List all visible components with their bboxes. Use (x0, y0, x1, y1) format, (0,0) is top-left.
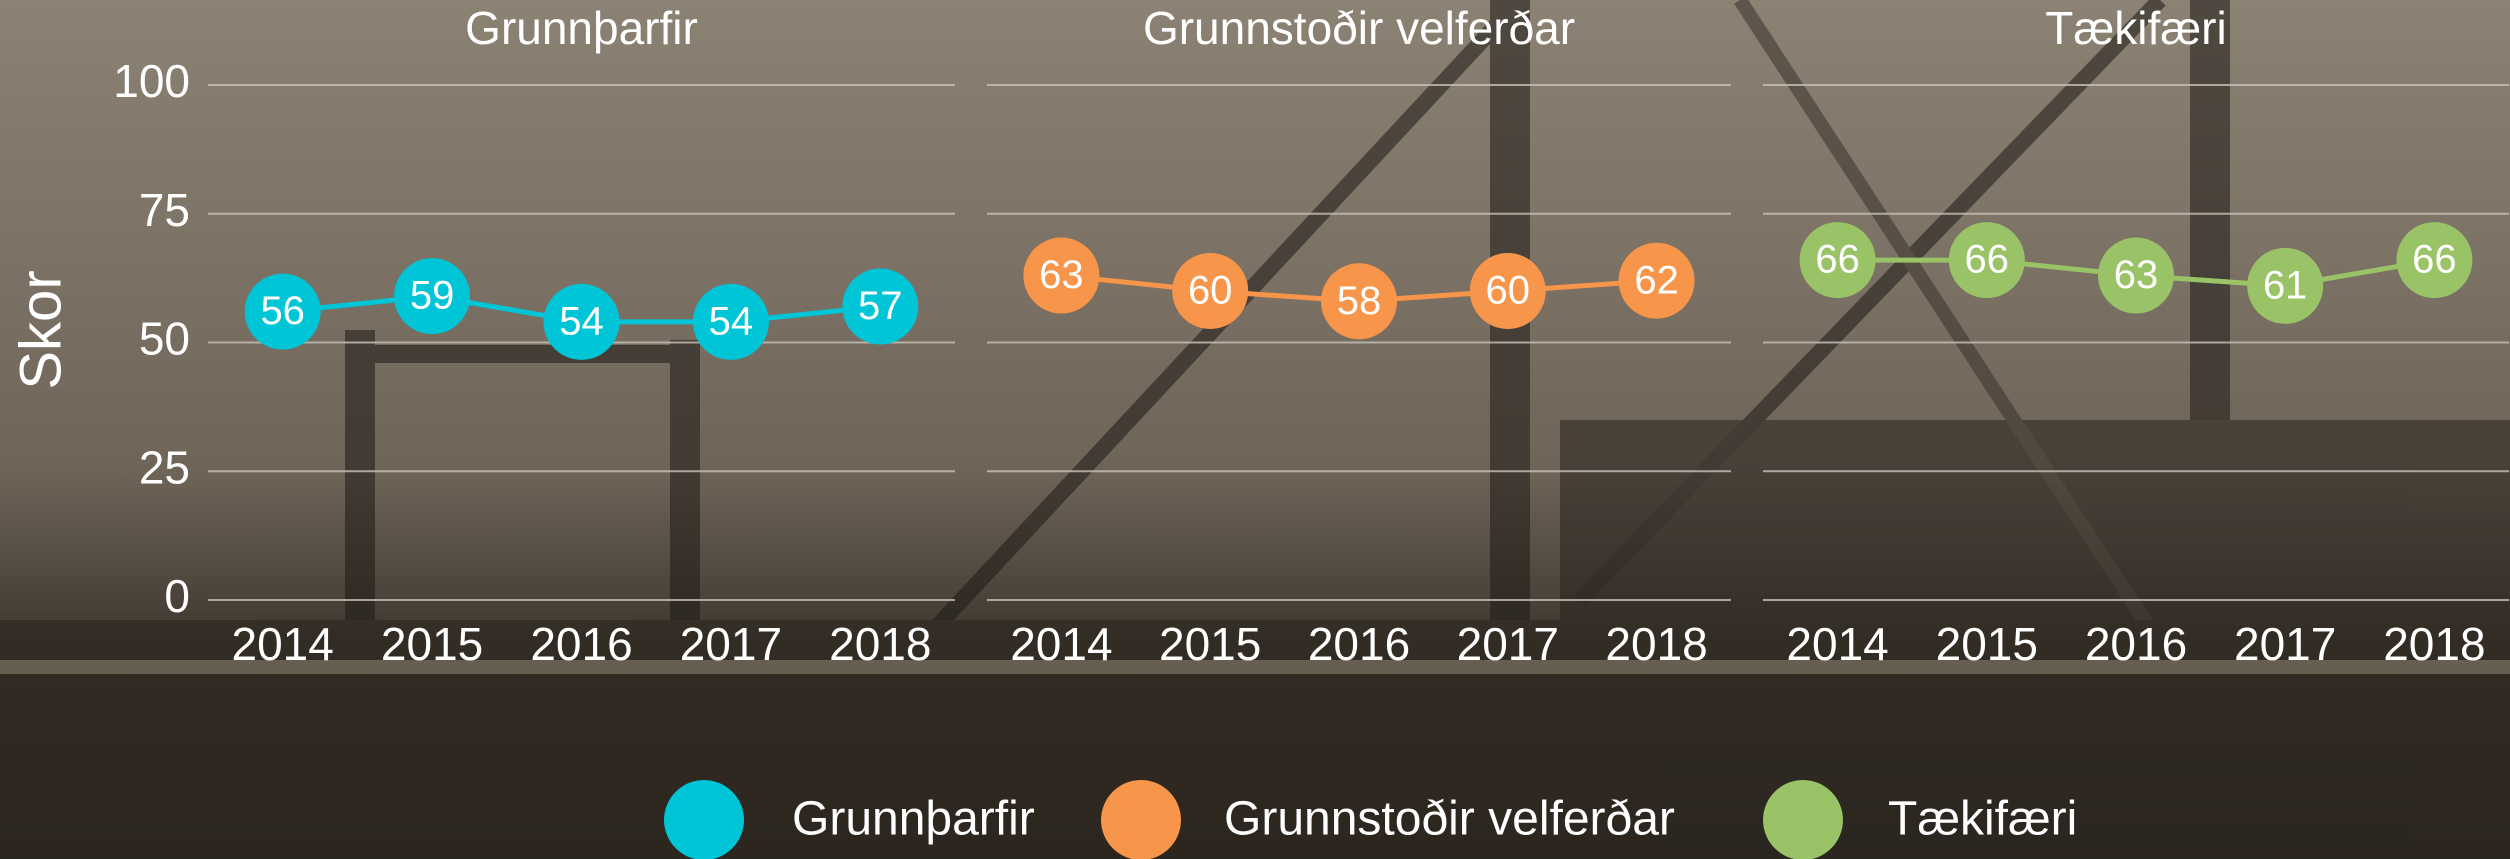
x-tick-label: 2014 (1786, 618, 1888, 670)
data-label: 60 (1486, 269, 1531, 313)
x-tick-label: 2018 (829, 618, 931, 670)
legend-label: Grunnþarfir (792, 793, 1035, 846)
point (2098, 237, 2174, 314)
data-label: 54 (559, 299, 604, 343)
legend-label: Grunnstoðir velferðar (1224, 793, 1675, 846)
x-tick-label: 2015 (381, 618, 483, 670)
panel-title: Tækifæri (2045, 2, 2226, 54)
point (1172, 253, 1249, 329)
point (2247, 247, 2324, 324)
point (1023, 237, 1100, 314)
panel-title: Grunnstoðir velferðar (1143, 2, 1575, 54)
data-label: 57 (858, 284, 903, 328)
point (394, 258, 471, 335)
point (1948, 222, 2025, 299)
y-axis-label: Skor (8, 270, 73, 389)
data-label: 60 (1188, 269, 1233, 313)
point (1618, 242, 1695, 319)
x-tick-label: 2018 (2383, 618, 2485, 670)
x-tick-label: 2014 (1010, 618, 1112, 670)
legend-swatch (1101, 780, 1181, 859)
point (2396, 222, 2473, 299)
x-tick-label: 2015 (1159, 618, 1261, 670)
x-tick-label: 2017 (1457, 618, 1559, 670)
data-label: 63 (1039, 253, 1084, 297)
y-tick-label: 75 (139, 184, 190, 236)
y-tick-label: 0 (164, 570, 190, 622)
y-tick-label: 25 (139, 441, 190, 493)
point (842, 268, 919, 345)
data-label: 58 (1337, 279, 1382, 323)
data-label: 66 (1965, 238, 2010, 282)
point (692, 283, 769, 360)
y-tick-label: 100 (113, 55, 190, 107)
data-label: 62 (1634, 258, 1679, 302)
x-tick-label: 2015 (1936, 618, 2038, 670)
point (1321, 263, 1397, 340)
point (543, 283, 620, 360)
data-label: 61 (2263, 263, 2308, 307)
data-label: 56 (260, 289, 305, 333)
legend-swatch (1763, 780, 1843, 859)
point (1799, 222, 1876, 299)
data-label: 66 (2412, 238, 2457, 282)
x-tick-label: 2016 (530, 618, 632, 670)
x-tick-label: 2016 (1308, 618, 1410, 670)
x-tick-label: 2014 (232, 618, 334, 670)
panel-title: Grunnþarfir (465, 2, 698, 54)
y-tick-label: 50 (139, 313, 190, 365)
x-tick-label: 2016 (2085, 618, 2187, 670)
data-label: 63 (2114, 253, 2159, 297)
point (244, 273, 321, 350)
legend-label: Tækifæri (1888, 793, 2077, 846)
legend-swatch (664, 780, 744, 859)
x-tick-label: 2017 (680, 618, 782, 670)
x-tick-label: 2017 (2234, 618, 2336, 670)
x-tick-label: 2018 (1605, 618, 1707, 670)
point (1469, 253, 1546, 329)
data-label: 59 (410, 274, 455, 318)
data-label: 54 (709, 299, 754, 343)
data-label: 66 (1815, 238, 1860, 282)
